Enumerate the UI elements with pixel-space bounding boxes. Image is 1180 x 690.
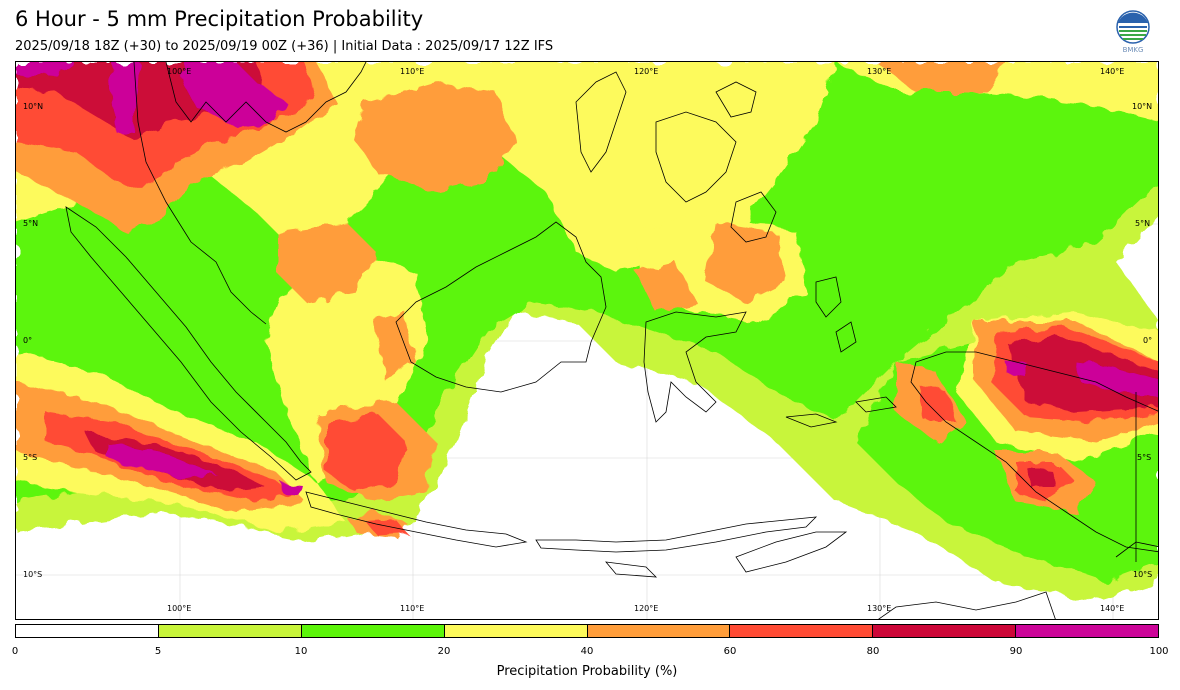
colorbar-segment [16, 625, 158, 637]
colorbar-segment [300, 625, 444, 637]
colorbar-tick-label: 90 [1009, 646, 1023, 657]
lat-label-left: 10°S [23, 570, 43, 579]
colorbar-segment [872, 625, 1016, 637]
colorbar-tick-label: 100 [1149, 646, 1169, 657]
prob-90-100-area [16, 62, 1158, 494]
map-canvas [16, 62, 1158, 619]
lat-label-left: 0° [23, 336, 33, 345]
lon-label-bottom: 100°E [167, 604, 192, 613]
lat-label-right: 0° [1143, 336, 1153, 345]
lat-label-left: 5°N [23, 219, 39, 228]
colorbar-tick-label: 0 [11, 646, 19, 657]
lon-label-top: 140°E [1100, 67, 1125, 76]
colorbar [15, 624, 1159, 638]
colorbar-label: Precipitation Probability (%) [496, 664, 678, 679]
lon-label-top: 130°E [867, 67, 892, 76]
lon-label-bottom: 120°E [634, 604, 659, 613]
lon-label-bottom: 110°E [400, 604, 425, 613]
lon-label-top: 120°E [634, 67, 659, 76]
map-title: 6 Hour - 5 mm Precipitation Probability [15, 7, 424, 31]
lat-label-right: 10°N [1132, 102, 1153, 111]
lat-label-right: 5°S [1137, 453, 1152, 462]
coastlines [65, 62, 1158, 619]
svg-text:BMKG: BMKG [1123, 46, 1144, 54]
lat-label-right: 10°S [1133, 570, 1153, 579]
colorbar-segment [729, 625, 873, 637]
colorbar-segment [443, 625, 587, 637]
colorbar-tick-label: 80 [866, 646, 880, 657]
lat-label-right: 5°N [1135, 219, 1151, 228]
colorbar-segment [586, 625, 730, 637]
precipitation-field [16, 62, 1158, 602]
lon-label-bottom: 130°E [867, 604, 892, 613]
colorbar-segment [157, 625, 301, 637]
lon-label-top: 100°E [167, 67, 192, 76]
bmkg-logo-icon: BMKG [1114, 10, 1152, 54]
colorbar-tick-label: 40 [580, 646, 594, 657]
lat-label-left: 10°N [23, 102, 44, 111]
colorbar-tick-label: 5 [154, 646, 162, 657]
map-subtitle: 2025/09/18 18Z (+30) to 2025/09/19 00Z (… [15, 39, 554, 54]
colorbar-segment [1015, 625, 1158, 637]
lat-label-left: 5°S [23, 453, 38, 462]
colorbar-tick-label: 20 [437, 646, 451, 657]
colorbar-tick-label: 60 [723, 646, 737, 657]
colorbar-tick-label: 10 [294, 646, 308, 657]
lon-label-top: 110°E [400, 67, 425, 76]
lon-label-bottom: 140°E [1100, 604, 1125, 613]
precipitation-map[interactable]: 100°E 110°E 120°E 130°E 140°E 100°E 110°… [15, 61, 1159, 620]
